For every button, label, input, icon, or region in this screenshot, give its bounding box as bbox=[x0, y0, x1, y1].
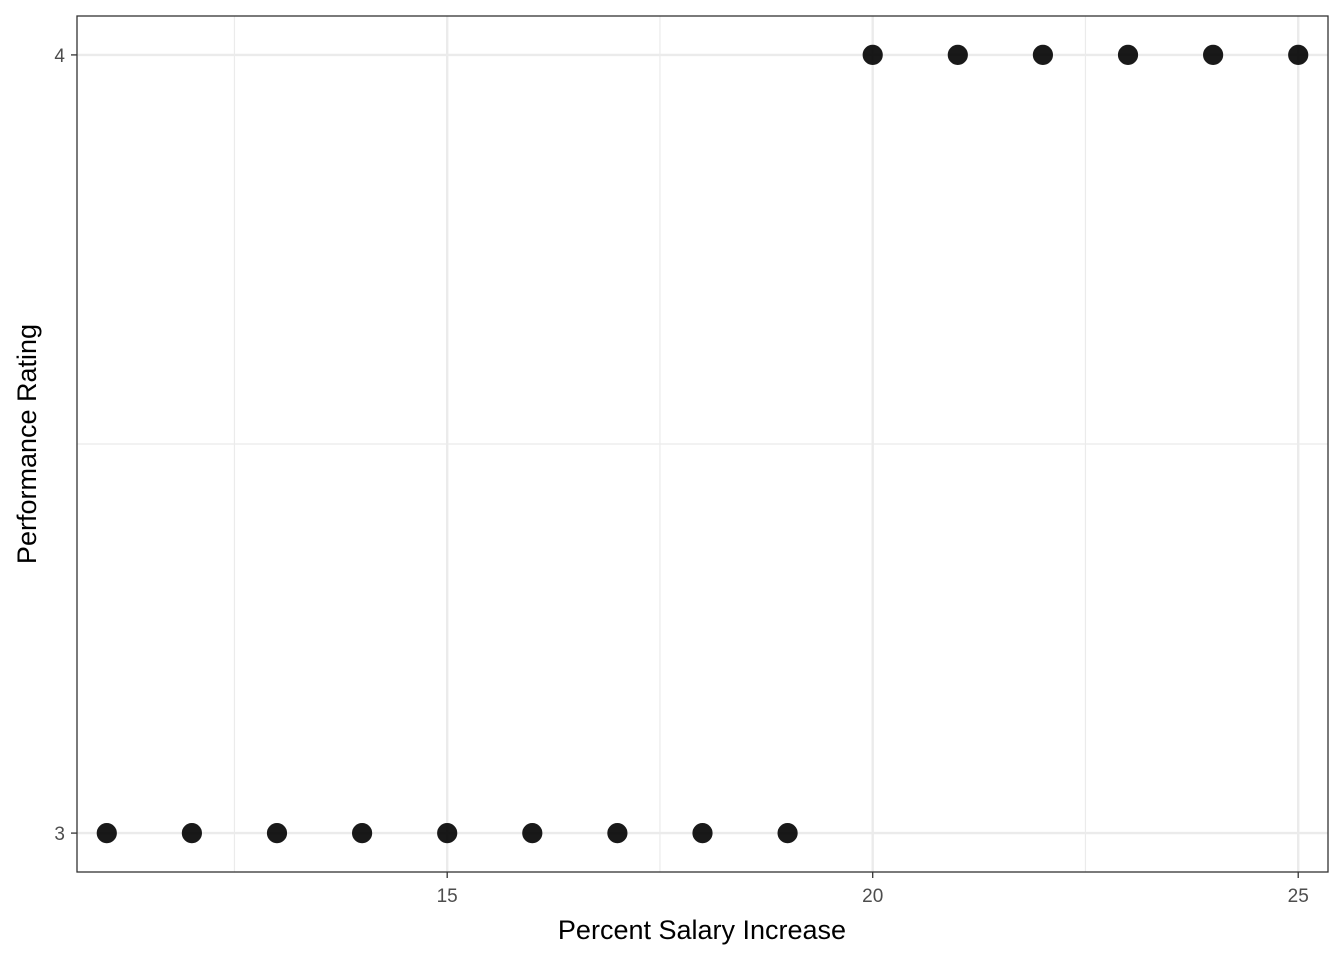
y-axis: 34 bbox=[54, 46, 77, 845]
x-axis: 15 20 25 bbox=[437, 872, 1309, 907]
data-point bbox=[947, 44, 968, 66]
data-point bbox=[1288, 44, 1309, 66]
panel-border bbox=[76, 15, 1329, 873]
data-point bbox=[1203, 44, 1224, 66]
data-point bbox=[1117, 44, 1139, 66]
data-point bbox=[777, 822, 798, 844]
data-point bbox=[351, 822, 373, 844]
x-axis-title: Percent Salary Increase bbox=[558, 915, 846, 945]
x-tick-label: 25 bbox=[1288, 886, 1309, 907]
y-axis-title: Performance Rating bbox=[12, 324, 42, 564]
data-point bbox=[692, 822, 713, 844]
data-point bbox=[437, 822, 458, 844]
data-point bbox=[181, 822, 202, 844]
data-points bbox=[96, 44, 1309, 844]
x-tick-label: 20 bbox=[862, 886, 883, 907]
data-point bbox=[266, 822, 288, 844]
data-point bbox=[862, 44, 883, 66]
data-point bbox=[96, 822, 117, 844]
y-tick-label: 3 bbox=[54, 824, 65, 845]
data-point bbox=[607, 822, 628, 844]
minor-gridlines bbox=[77, 16, 1328, 872]
data-point bbox=[522, 822, 543, 844]
data-point bbox=[1032, 44, 1054, 66]
y-tick-label: 4 bbox=[54, 46, 65, 67]
x-tick-label: 15 bbox=[437, 886, 458, 907]
